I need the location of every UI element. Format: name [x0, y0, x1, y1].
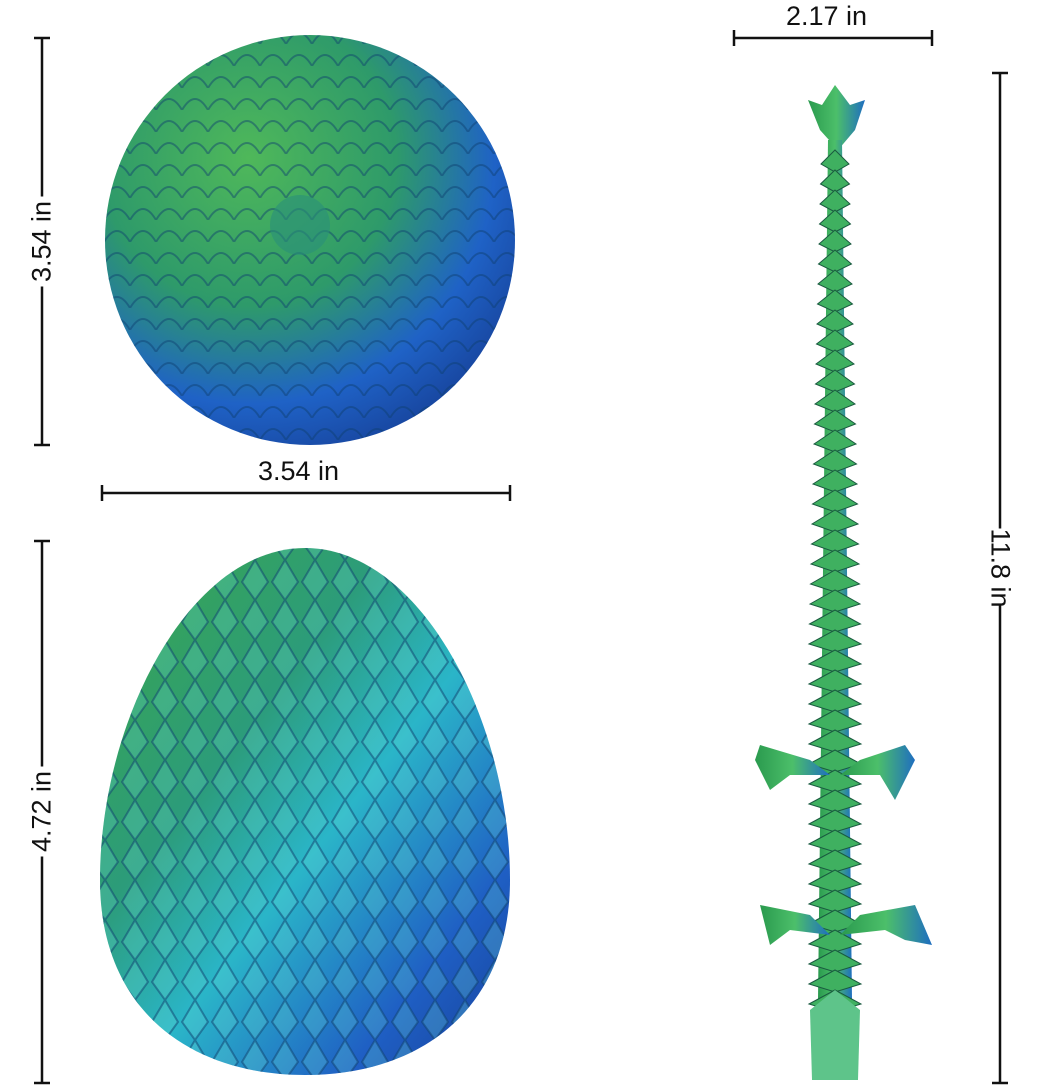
spine-segment [807, 729, 863, 753]
spine-segment [813, 409, 857, 433]
dragon-egg [100, 548, 510, 1075]
spine-segment [818, 209, 852, 233]
spine-segment [817, 269, 853, 293]
spine-segment [807, 869, 863, 893]
spine-segment [811, 489, 859, 513]
spine-segment [807, 949, 863, 973]
spine-segment [807, 709, 863, 733]
spine-segment [817, 249, 853, 273]
spine-segment [809, 569, 861, 593]
spine-segment [807, 829, 863, 853]
spine-segment [807, 849, 863, 873]
spine-segment [810, 509, 860, 533]
spine-segment [807, 889, 863, 913]
spine-segment [816, 289, 854, 313]
spine-segment [807, 629, 863, 653]
spine-segment [808, 589, 862, 613]
dragon-egg-ball [105, 35, 515, 445]
spine-segment [807, 649, 863, 673]
ball-height-label: 3.54 in [27, 196, 57, 287]
spine-segment [807, 929, 863, 953]
spine-segment [807, 789, 863, 813]
dragon-width-label: 2.17 in [786, 1, 868, 31]
egg-height-label: 4.72 in [27, 766, 57, 857]
spine-segment [814, 349, 856, 373]
spine-segment [813, 389, 857, 413]
spine-segment [808, 609, 862, 633]
spine-segment [809, 549, 861, 573]
spine-segment [807, 669, 863, 693]
spine-segment [810, 529, 860, 553]
spine-segment [819, 169, 851, 193]
spine-segment [807, 969, 863, 993]
spine-segment [815, 329, 855, 353]
spine-segment [812, 449, 858, 473]
spine-segment [812, 429, 858, 453]
spine-segment [819, 189, 851, 213]
spine-segment [816, 309, 854, 333]
spine-segment [807, 809, 863, 833]
spine-segment [820, 149, 850, 173]
spine-segment [818, 229, 852, 253]
spine-segment [814, 369, 856, 393]
ball-width-label: 3.54 in [258, 456, 340, 486]
spine-segment [807, 689, 863, 713]
dragon-length-label: 11.8 in [985, 528, 1016, 608]
articulated-dragon [755, 85, 932, 1080]
spine-segment [811, 469, 859, 493]
